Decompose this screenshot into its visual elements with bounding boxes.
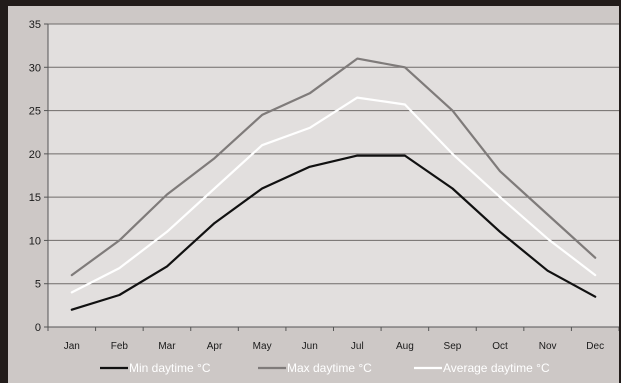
series-line-0 (70, 154, 597, 311)
axes: 0 5 10 15 20 25 30 35 Jan Feb Mar Apr May Jun Jul Aug Se… (29, 19, 619, 352)
x-tick-label: Jul (351, 341, 364, 352)
x-tick-label: Dec (586, 341, 604, 352)
x-tick-label: Aug (396, 341, 414, 352)
x-tick-label: Oct (492, 341, 508, 352)
x-tick-label: Jan (64, 341, 80, 352)
x-tick-label: Apr (207, 341, 223, 352)
series-line-2 (70, 96, 597, 294)
y-tick-label: 5 (35, 279, 41, 291)
plot-area (48, 24, 619, 327)
x-tick-label: Nov (539, 341, 557, 352)
y-tick-label: 20 (29, 149, 41, 161)
chart-frame: 0 5 10 15 20 25 30 35 Jan Feb Mar Apr May Jun Jul Aug Se… (8, 6, 619, 383)
y-tick-label: 10 (29, 235, 41, 247)
x-tick-label: Mar (158, 341, 176, 352)
legend-label-1: Max daytime °C (287, 361, 372, 375)
y-tick-label: 30 (29, 62, 41, 74)
legend: Min daytime °C Max daytime °C Average dayt… (100, 361, 550, 375)
grid-lines (48, 23, 619, 285)
legend-label-0: Min daytime °C (129, 361, 211, 375)
x-tick-label: May (253, 341, 272, 352)
series-line-1 (70, 57, 597, 277)
y-tick-label: 0 (35, 322, 41, 334)
x-tick-label: Jun (302, 341, 318, 352)
x-tick-label: Feb (111, 341, 129, 352)
legend-label-2: Average daytime °C (443, 361, 550, 375)
x-tick-label: Sep (444, 341, 462, 352)
y-tick-label: 35 (29, 19, 41, 31)
y-tick-label: 15 (29, 192, 41, 204)
y-tick-label: 25 (29, 106, 41, 118)
line-chart: 0 5 10 15 20 25 30 35 Jan Feb Mar Apr May Jun Jul Aug Se… (29, 19, 619, 375)
series-lines (70, 57, 597, 311)
